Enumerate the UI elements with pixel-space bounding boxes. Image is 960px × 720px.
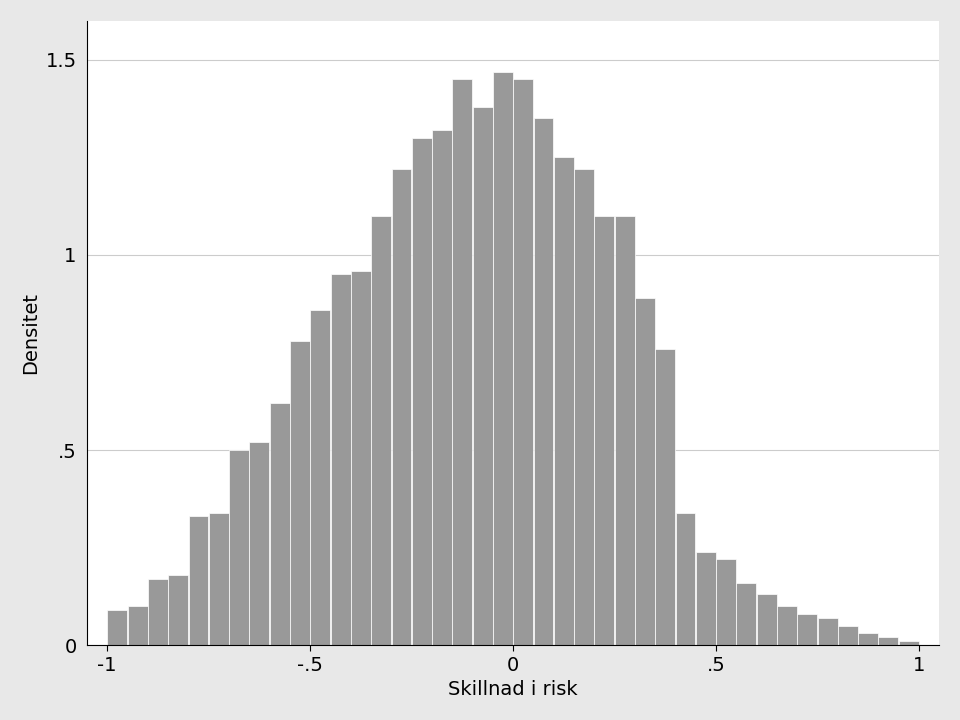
Bar <box>270 403 290 645</box>
Bar <box>574 169 594 645</box>
Bar <box>676 513 695 645</box>
Bar <box>250 442 270 645</box>
Bar <box>818 618 837 645</box>
Bar <box>209 513 228 645</box>
Bar <box>290 341 310 645</box>
Bar <box>594 216 614 645</box>
Bar <box>716 559 736 645</box>
Bar <box>756 595 777 645</box>
Bar <box>452 79 472 645</box>
Bar <box>838 626 858 645</box>
Bar <box>310 310 330 645</box>
Bar <box>736 582 756 645</box>
Bar <box>351 271 371 645</box>
Bar <box>392 169 412 645</box>
Bar <box>696 552 716 645</box>
Bar <box>656 348 675 645</box>
Bar <box>330 274 350 645</box>
Bar <box>128 606 148 645</box>
Bar <box>412 138 432 645</box>
Bar <box>777 606 797 645</box>
X-axis label: Skillnad i risk: Skillnad i risk <box>448 680 578 699</box>
Bar <box>372 216 391 645</box>
Bar <box>229 450 249 645</box>
Bar <box>188 516 208 645</box>
Bar <box>472 107 492 645</box>
Bar <box>148 579 168 645</box>
Bar <box>108 610 128 645</box>
Bar <box>168 575 188 645</box>
Bar <box>878 637 899 645</box>
Bar <box>493 71 513 645</box>
Bar <box>858 634 878 645</box>
Bar <box>614 216 635 645</box>
Y-axis label: Densitet: Densitet <box>21 292 39 374</box>
Bar <box>635 298 655 645</box>
Bar <box>514 79 533 645</box>
Bar <box>554 158 574 645</box>
Bar <box>798 614 817 645</box>
Bar <box>432 130 452 645</box>
Bar <box>899 642 919 645</box>
Bar <box>534 118 553 645</box>
